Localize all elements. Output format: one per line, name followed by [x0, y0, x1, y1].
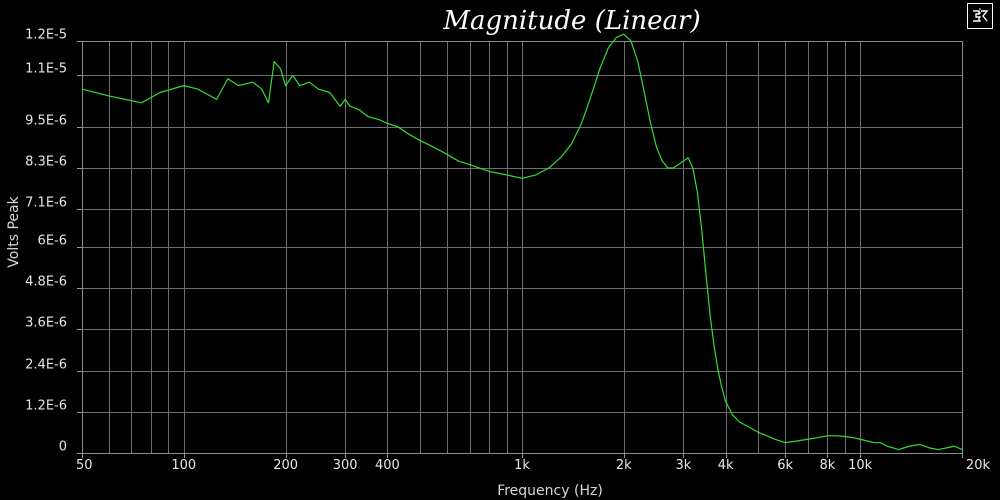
y-tick-label: 6E-6 — [38, 234, 67, 249]
chart-title: Magnitude (Linear) — [442, 6, 700, 36]
y-tick-label: 0 — [59, 440, 67, 455]
grid-layer — [82, 41, 963, 454]
y-tick-label: 2.4E-6 — [25, 358, 67, 373]
x-axis-label: Frequency (Hz) — [497, 483, 603, 499]
series-line — [81, 33, 963, 451]
x-tick-label: 4k — [718, 458, 734, 473]
y-tick-label: 3.6E-6 — [25, 316, 67, 331]
x-tick-label: 20k — [966, 458, 991, 473]
x-tick-label: 2k — [616, 458, 632, 473]
y-tick-label: 8.3E-6 — [25, 155, 67, 170]
x-tick-label: 8k — [820, 458, 836, 473]
x-tick-label: 6k — [777, 458, 793, 473]
x-tick-label: 300 — [333, 458, 358, 473]
y-axis-label: Volts Peak — [6, 195, 22, 267]
x-tick-label: 100 — [171, 458, 196, 473]
y-tick-label: 1.1E-5 — [25, 62, 67, 77]
y-tick-label: 1.2E-5 — [25, 28, 67, 43]
y-tick-label: 7.1E-6 — [25, 196, 67, 211]
x-tick-label: 3k — [675, 458, 691, 473]
settings-glyph-icon — [973, 8, 989, 24]
chart-menu-button[interactable] — [967, 3, 993, 29]
x-tick-label: 10k — [848, 458, 873, 473]
x-tick-label: 200 — [273, 458, 298, 473]
x-axis-ticks: 50 100 200 300 400 1k 2k 3k 4k 6k 8k 10k 20k — [76, 453, 990, 473]
y-tick-label: 1.2E-6 — [25, 399, 67, 414]
x-tick-label: 400 — [375, 458, 400, 473]
x-tick-label: 1k — [514, 458, 530, 473]
y-tick-label: 9.5E-6 — [25, 114, 67, 129]
x-tick-label: 50 — [76, 458, 93, 473]
y-tick-label: 4.8E-6 — [25, 275, 67, 290]
y-axis-ticks: 0 1.2E-6 2.4E-6 3.6E-6 4.8E-6 6E-6 7.1E-6 8.3E-… — [25, 28, 82, 455]
